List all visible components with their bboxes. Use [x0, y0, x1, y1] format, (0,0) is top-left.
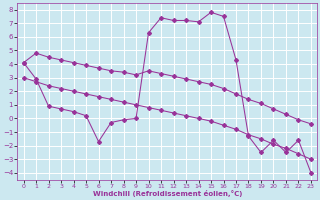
X-axis label: Windchill (Refroidissement éolien,°C): Windchill (Refroidissement éolien,°C) — [92, 190, 242, 197]
